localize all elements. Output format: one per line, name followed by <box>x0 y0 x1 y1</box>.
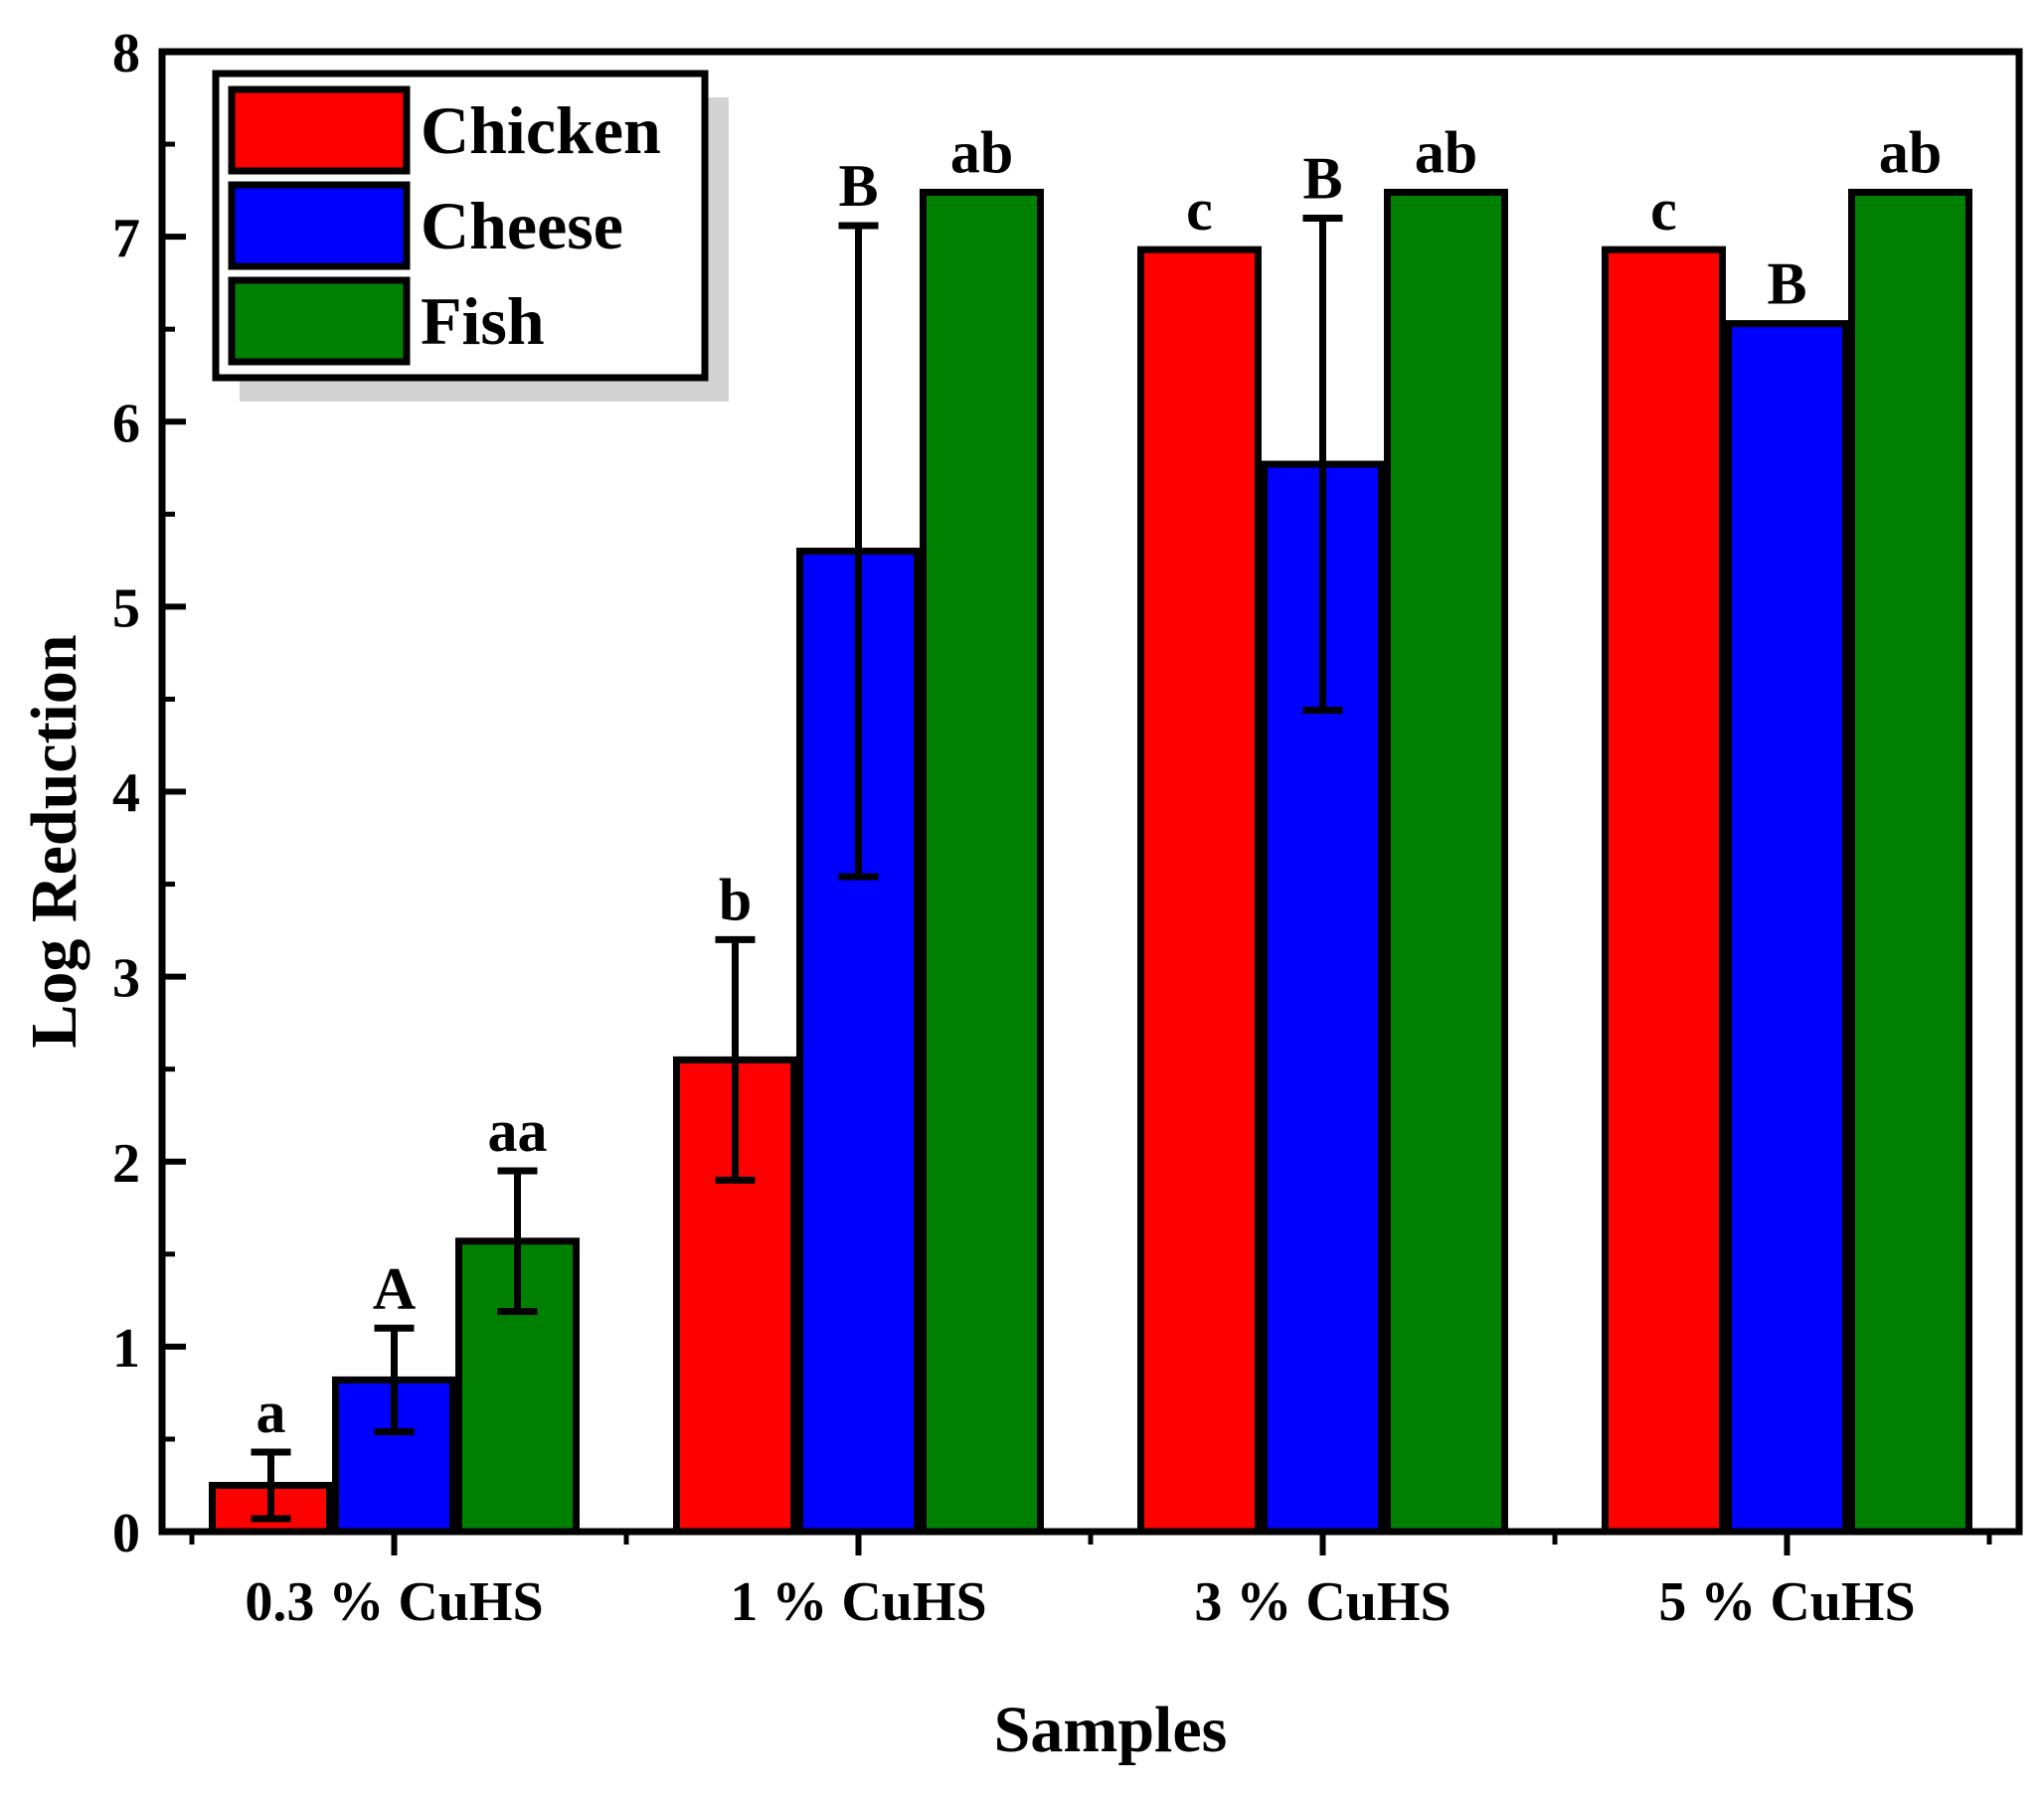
significance-label: A <box>373 1255 416 1321</box>
bar-chicken <box>1602 245 1726 1536</box>
y-tick-label: 3 <box>112 948 140 1010</box>
x-tick-label: 0.3 % CuHS <box>245 1571 543 1633</box>
y-tick-label: 8 <box>112 23 140 84</box>
legend-label-fish: Fish <box>421 283 545 359</box>
significance-label: B <box>1302 146 1342 212</box>
significance-label: aa <box>488 1098 548 1164</box>
x-axis-ticks <box>189 1532 1992 1555</box>
bar-chicken <box>673 1056 797 1536</box>
x-tick-label: 3 % CuHS <box>1194 1571 1450 1633</box>
category-labels-group: 0.3 % CuHS 1 % CuHS 3 % CuHS 5 % CuHS <box>245 1571 1915 1633</box>
y-tick-label: 7 <box>112 208 140 269</box>
y-tick-label: 4 <box>112 763 140 825</box>
legend-items: Chicken Cheese Fish <box>228 85 661 366</box>
y-tick-label: 5 <box>112 577 140 639</box>
error-bars-group <box>251 215 1343 1523</box>
y-axis-title: Log Reduction <box>18 634 90 1048</box>
bar-fish <box>1384 188 1508 1536</box>
significance-label: c <box>1650 177 1677 243</box>
legend-label-chicken: Chicken <box>421 92 661 168</box>
significance-label: ab <box>950 119 1013 185</box>
significance-label: b <box>719 867 752 932</box>
y-tick-label: 6 <box>112 393 140 454</box>
significance-label: B <box>838 153 878 219</box>
bar-cheese <box>1725 320 1849 1536</box>
x-tick-label: 1 % CuHS <box>730 1571 986 1633</box>
y-tick-label: 2 <box>112 1133 140 1195</box>
significance-label: c <box>1186 177 1213 243</box>
significance-label: ab <box>1415 119 1477 185</box>
legend-swatch-cheese <box>228 181 411 270</box>
y-axis-ticks: 0 1 2 3 4 5 6 7 8 <box>112 23 186 1564</box>
significance-label: a <box>256 1380 286 1445</box>
significance-label: B <box>1767 251 1806 317</box>
bar-fish <box>920 188 1044 1536</box>
bars-group <box>209 188 1972 1536</box>
significance-label: ab <box>1879 119 1942 185</box>
legend-swatch-fish <box>228 276 411 366</box>
legend: Chicken Cheese Fish <box>212 70 729 402</box>
legend-label-cheese: Cheese <box>421 188 623 263</box>
bar-chicken <box>1137 245 1262 1536</box>
y-tick-label: 0 <box>112 1503 140 1564</box>
legend-swatch-chicken <box>228 85 411 175</box>
bar-fish <box>1848 188 1972 1536</box>
x-axis-title: Samples <box>994 1694 1228 1766</box>
y-tick-label: 1 <box>112 1318 140 1380</box>
x-tick-label: 5 % CuHS <box>1658 1571 1915 1633</box>
